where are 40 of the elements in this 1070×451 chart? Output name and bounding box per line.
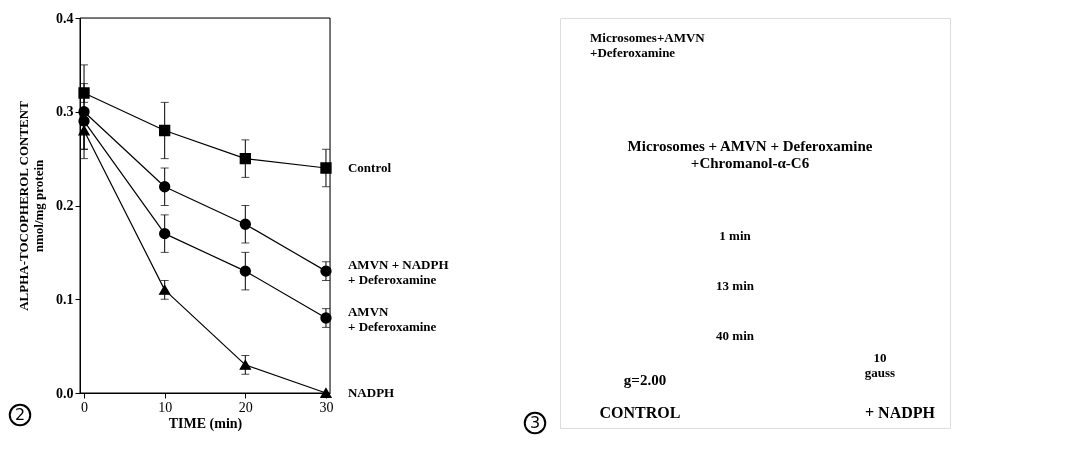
text: Microsomes + AMVN + Deferoxamine +Chromanol-α-C6 (627, 138, 873, 171)
point (78, 87, 90, 99)
x-tick-label: 20 (238, 399, 253, 415)
y-tick-label: 0.4 (56, 10, 74, 26)
y-tick-label: 0.1 (56, 291, 74, 307)
text: 3 (529, 413, 541, 432)
point (78, 125, 90, 136)
series-label: AMVN + Deferoxamine (347, 304, 437, 334)
y-axis-title: ALPHA-TOCOPHEROL CONTENT nmol/mg protein (16, 100, 46, 311)
point (159, 181, 171, 193)
text: 10 gauss (864, 350, 896, 380)
point (320, 388, 332, 398)
x-tick-label: 0 (81, 399, 89, 415)
point (320, 312, 332, 324)
text: g=2.00 (623, 372, 667, 388)
point (320, 162, 332, 174)
y-tick-label: 0.2 (56, 198, 74, 213)
x-tick-label: 10 (158, 399, 173, 415)
text: 1 min (719, 228, 752, 243)
y-tick-label: 0.0 (56, 385, 74, 401)
text: + NADPH (865, 404, 936, 421)
series-label: NADPH (347, 385, 395, 400)
text: 40 min (716, 328, 755, 343)
point (159, 124, 171, 137)
x-axis-title: TIME (min) (168, 415, 243, 432)
point (239, 265, 251, 277)
text: 13 min (716, 278, 755, 293)
point (159, 284, 171, 295)
x-tick-label: 30 (319, 399, 334, 415)
point (320, 265, 332, 277)
series-label: AMVN + NADPH + Deferoxamine (347, 257, 449, 288)
point (159, 227, 171, 240)
point (239, 359, 251, 370)
point (239, 152, 251, 165)
series-label: Control (347, 160, 392, 175)
point (239, 218, 251, 230)
text: Microsomes+AMVN +Deferoxamine (590, 30, 706, 60)
text: 2 (14, 405, 26, 424)
y-tick-label: 0.3 (56, 104, 74, 120)
text: CONTROL (599, 404, 681, 421)
